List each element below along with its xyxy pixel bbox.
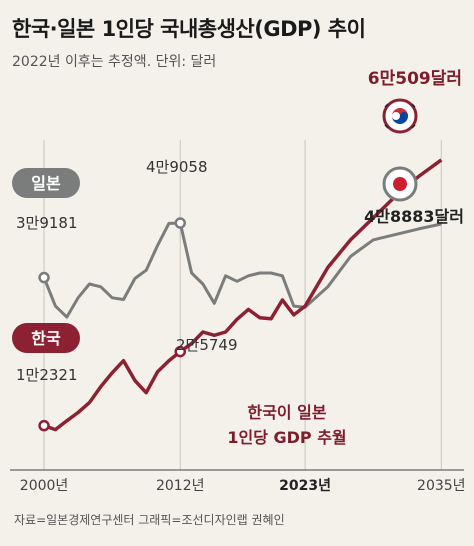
japan-flag-icon xyxy=(382,166,418,202)
japan-start-point xyxy=(38,271,50,284)
chart-title: 한국·일본 1인당 국내총생산(GDP) 추이 xyxy=(12,17,365,41)
japan-end-label: 4만8883달러 xyxy=(364,207,464,226)
crossover-annotation-line2: 1인당 GDP 추월 xyxy=(227,428,346,447)
x-tick-label: 2012년 xyxy=(156,478,205,494)
series-line-japan xyxy=(42,221,442,319)
data-markers xyxy=(38,217,186,432)
x-tick-label: 2000년 xyxy=(20,478,69,494)
series-tag-japan-bg xyxy=(12,168,80,198)
x-tick-label: 2035년 xyxy=(417,478,466,494)
crossover-annotation-line1: 한국이 일본 xyxy=(247,403,326,422)
x-tick-label: 2023년 xyxy=(279,478,331,494)
series-tag-korea: 한국 xyxy=(12,323,80,353)
series-line-korea xyxy=(43,158,443,432)
series-tag-korea-label: 한국 xyxy=(31,329,61,348)
source-credit: 자료=일본경제연구센터 그래픽=조선디자인랩 권혜인 xyxy=(14,513,285,527)
korea-start-label: 1만2321 xyxy=(16,366,78,384)
chart-subtitle: 2022년 이후는 추정액. 단위: 달러 xyxy=(12,54,216,70)
japan-start-label: 3만9181 xyxy=(16,214,78,232)
korea-start-point xyxy=(38,419,50,432)
korea-mid-point xyxy=(174,345,186,358)
series-tag-japan-label: 일본 xyxy=(31,174,61,193)
japan-peak-point xyxy=(174,217,186,229)
korea-flag-icon xyxy=(382,98,418,134)
vertical-gridlines xyxy=(43,140,442,470)
korea-end-label: 6만509달러 xyxy=(368,68,462,89)
x-axis-ticks: 2000년 2012년 2023년 2035년 xyxy=(20,478,466,494)
series-tag-korea-bg xyxy=(12,323,80,353)
korea-mid-label: 2만5749 xyxy=(176,336,238,354)
series-tag-japan: 일본 xyxy=(12,168,80,198)
japan-peak-label: 4만9058 xyxy=(146,158,208,176)
